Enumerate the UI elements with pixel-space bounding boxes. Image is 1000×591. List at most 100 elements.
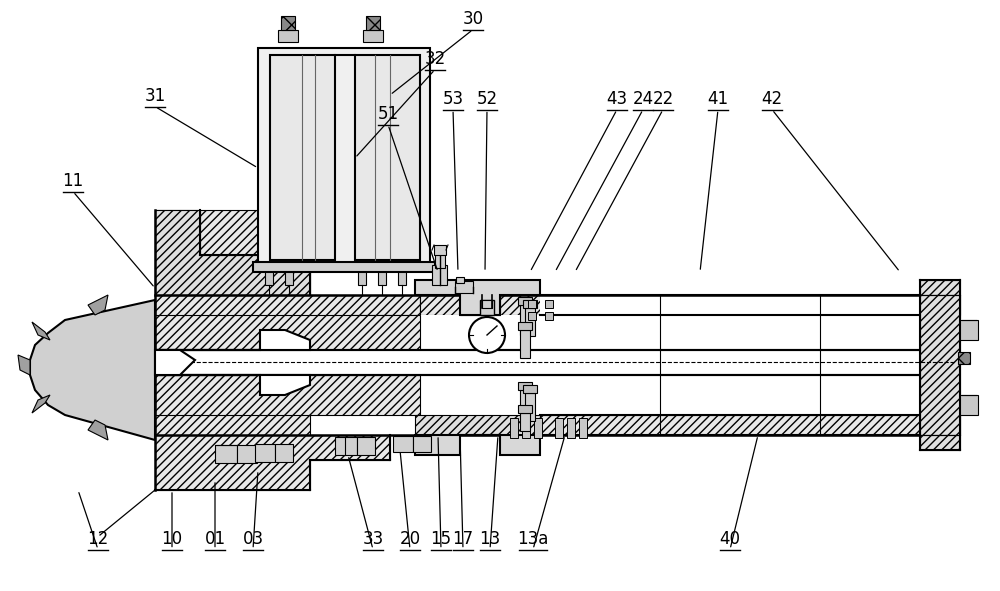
Text: 17: 17 bbox=[452, 530, 474, 548]
Bar bbox=[528, 300, 536, 308]
Polygon shape bbox=[155, 330, 310, 350]
Text: 22: 22 bbox=[652, 90, 674, 108]
Bar bbox=[520, 390, 530, 420]
Bar bbox=[278, 30, 298, 42]
Text: 33: 33 bbox=[362, 530, 384, 548]
Bar bbox=[522, 418, 530, 438]
Bar bbox=[398, 267, 406, 285]
Bar bbox=[335, 437, 357, 455]
Bar bbox=[567, 418, 575, 438]
Bar bbox=[518, 322, 532, 330]
Text: 10: 10 bbox=[161, 530, 183, 548]
Bar bbox=[545, 312, 553, 320]
Bar bbox=[155, 350, 955, 375]
Bar bbox=[420, 315, 960, 415]
Polygon shape bbox=[920, 295, 960, 435]
Bar bbox=[480, 300, 494, 315]
Polygon shape bbox=[30, 300, 155, 440]
Polygon shape bbox=[155, 375, 420, 415]
Polygon shape bbox=[32, 395, 50, 413]
Polygon shape bbox=[32, 322, 50, 340]
Bar bbox=[285, 267, 293, 285]
Text: 53: 53 bbox=[442, 90, 464, 108]
Text: 13: 13 bbox=[479, 530, 501, 548]
Polygon shape bbox=[920, 280, 960, 295]
Bar bbox=[528, 312, 536, 320]
Bar bbox=[275, 444, 293, 462]
Bar bbox=[518, 405, 532, 413]
Bar bbox=[363, 30, 383, 42]
Bar bbox=[358, 267, 366, 285]
Text: 42: 42 bbox=[761, 90, 783, 108]
Text: 32: 32 bbox=[424, 50, 446, 68]
Bar bbox=[523, 385, 537, 393]
Bar bbox=[435, 250, 445, 268]
Bar bbox=[366, 16, 380, 30]
Text: 12: 12 bbox=[87, 530, 109, 548]
Bar bbox=[253, 262, 435, 272]
Bar bbox=[579, 418, 587, 438]
Bar bbox=[518, 297, 532, 305]
Bar bbox=[432, 265, 447, 285]
Text: 15: 15 bbox=[430, 530, 452, 548]
Polygon shape bbox=[420, 415, 960, 435]
Bar bbox=[520, 305, 530, 335]
Bar bbox=[355, 55, 420, 260]
Polygon shape bbox=[415, 280, 540, 315]
Bar bbox=[215, 445, 237, 463]
Polygon shape bbox=[155, 210, 310, 295]
Polygon shape bbox=[88, 420, 108, 440]
Text: 24: 24 bbox=[632, 90, 654, 108]
Polygon shape bbox=[155, 315, 420, 350]
Text: 13a: 13a bbox=[517, 530, 549, 548]
Bar bbox=[520, 330, 530, 358]
Text: 31: 31 bbox=[144, 87, 166, 105]
Polygon shape bbox=[415, 280, 540, 315]
Text: 40: 40 bbox=[720, 530, 740, 548]
Bar bbox=[534, 418, 542, 438]
Polygon shape bbox=[155, 350, 195, 375]
Bar bbox=[555, 418, 563, 438]
Polygon shape bbox=[155, 375, 310, 395]
Text: 11: 11 bbox=[62, 172, 84, 190]
Bar bbox=[520, 413, 530, 431]
Bar bbox=[393, 436, 413, 452]
Bar bbox=[545, 300, 553, 308]
Polygon shape bbox=[420, 295, 960, 315]
Bar bbox=[540, 215, 920, 315]
Text: 20: 20 bbox=[399, 530, 421, 548]
Bar bbox=[413, 436, 431, 452]
Bar bbox=[456, 277, 464, 283]
Bar bbox=[958, 352, 970, 364]
Text: 52: 52 bbox=[476, 90, 498, 108]
Bar bbox=[255, 444, 275, 462]
Text: 43: 43 bbox=[606, 90, 628, 108]
Bar bbox=[525, 393, 535, 421]
Bar bbox=[357, 437, 375, 455]
Bar bbox=[265, 267, 273, 285]
Bar bbox=[518, 382, 532, 390]
Circle shape bbox=[469, 317, 505, 353]
Text: 30: 30 bbox=[462, 10, 484, 28]
Text: 51: 51 bbox=[377, 105, 399, 123]
Bar bbox=[960, 395, 978, 415]
Text: 41: 41 bbox=[707, 90, 729, 108]
Polygon shape bbox=[920, 435, 960, 450]
Polygon shape bbox=[88, 295, 108, 315]
Bar bbox=[434, 245, 446, 255]
Bar bbox=[960, 320, 978, 340]
Bar bbox=[281, 16, 295, 30]
Bar bbox=[258, 48, 430, 265]
Polygon shape bbox=[155, 210, 420, 490]
Polygon shape bbox=[18, 355, 30, 375]
Text: 03: 03 bbox=[242, 530, 264, 548]
Polygon shape bbox=[415, 415, 540, 435]
Bar bbox=[378, 267, 386, 285]
Text: 01: 01 bbox=[204, 530, 226, 548]
Bar bbox=[237, 445, 257, 463]
Bar bbox=[523, 300, 537, 308]
Bar bbox=[525, 308, 535, 336]
Bar bbox=[510, 418, 518, 438]
Bar bbox=[455, 281, 473, 293]
Bar bbox=[482, 300, 492, 308]
